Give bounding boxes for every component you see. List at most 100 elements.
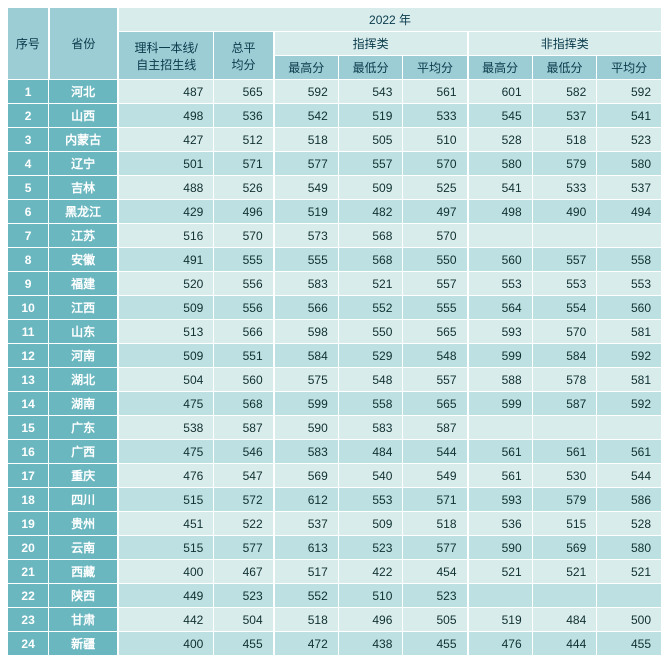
cell-province: 河北 xyxy=(49,80,118,104)
cell-noncmd-avg: 560 xyxy=(597,296,662,320)
cell-sci-line: 429 xyxy=(118,200,214,224)
cell-idx: 13 xyxy=(8,368,49,392)
cell-sci-line: 475 xyxy=(118,440,214,464)
cell-noncmd-min: 554 xyxy=(532,296,597,320)
cell-sci-line: 513 xyxy=(118,320,214,344)
cell-province: 新疆 xyxy=(49,632,118,656)
table-row: 12河南509551584529548599584592 xyxy=(8,344,662,368)
cell-province: 黑龙江 xyxy=(49,200,118,224)
cell-noncmd-min: 579 xyxy=(532,152,597,176)
cell-idx: 22 xyxy=(8,584,49,608)
cell-total-avg: 555 xyxy=(214,248,274,272)
cell-cmd-avg: 561 xyxy=(403,80,468,104)
cell-total-avg: 572 xyxy=(214,488,274,512)
cell-noncmd-min: 515 xyxy=(532,512,597,536)
cell-noncmd-max: 536 xyxy=(468,512,533,536)
cell-total-avg: 496 xyxy=(214,200,274,224)
cell-total-avg: 504 xyxy=(214,608,274,632)
cell-noncmd-avg: 455 xyxy=(597,632,662,656)
cell-noncmd-min: 553 xyxy=(532,272,597,296)
cell-province: 山西 xyxy=(49,104,118,128)
cell-noncmd-avg: 586 xyxy=(597,488,662,512)
cell-noncmd-max: 541 xyxy=(468,176,533,200)
cell-province: 江西 xyxy=(49,296,118,320)
cell-idx: 14 xyxy=(8,392,49,416)
cell-noncmd-min: 490 xyxy=(532,200,597,224)
cell-total-avg: 526 xyxy=(214,176,274,200)
cell-province: 吉林 xyxy=(49,176,118,200)
cell-noncmd-max: 593 xyxy=(468,488,533,512)
cell-noncmd-min: 518 xyxy=(532,128,597,152)
cell-cmd-max: 577 xyxy=(274,152,339,176)
cell-cmd-avg: 577 xyxy=(403,536,468,560)
cell-idx: 20 xyxy=(8,536,49,560)
cell-total-avg: 565 xyxy=(214,80,274,104)
cell-noncmd-min: 484 xyxy=(532,608,597,632)
cell-cmd-max: 566 xyxy=(274,296,339,320)
cell-cmd-min: 509 xyxy=(338,512,403,536)
cell-cmd-avg: 548 xyxy=(403,344,468,368)
cell-noncmd-max: 561 xyxy=(468,464,533,488)
cell-cmd-avg: 525 xyxy=(403,176,468,200)
cell-total-avg: 577 xyxy=(214,536,274,560)
cell-total-avg: 551 xyxy=(214,344,274,368)
cell-cmd-max: 584 xyxy=(274,344,339,368)
cell-idx: 21 xyxy=(8,560,49,584)
cell-sci-line: 491 xyxy=(118,248,214,272)
col-group-cmd: 指挥类 xyxy=(274,32,468,56)
cell-idx: 16 xyxy=(8,440,49,464)
cell-cmd-max: 518 xyxy=(274,128,339,152)
cell-total-avg: 568 xyxy=(214,392,274,416)
cell-cmd-avg: 544 xyxy=(403,440,468,464)
cell-province: 江苏 xyxy=(49,224,118,248)
cell-sci-line: 451 xyxy=(118,512,214,536)
cell-total-avg: 547 xyxy=(214,464,274,488)
cell-cmd-max: 592 xyxy=(274,80,339,104)
cell-noncmd-avg: 592 xyxy=(597,344,662,368)
cell-cmd-avg: 518 xyxy=(403,512,468,536)
table-row: 17重庆476547569540549561530544 xyxy=(8,464,662,488)
cell-cmd-min: 509 xyxy=(338,176,403,200)
cell-cmd-max: 517 xyxy=(274,560,339,584)
cell-cmd-avg: 571 xyxy=(403,488,468,512)
cell-total-avg: 546 xyxy=(214,440,274,464)
cell-noncmd-avg: 592 xyxy=(597,392,662,416)
table-row: 5吉林488526549509525541533537 xyxy=(8,176,662,200)
col-cmd-avg: 平均分 xyxy=(403,56,468,80)
cell-province: 辽宁 xyxy=(49,152,118,176)
cell-noncmd-max: 476 xyxy=(468,632,533,656)
cell-noncmd-avg: 580 xyxy=(597,152,662,176)
cell-sci-line: 449 xyxy=(118,584,214,608)
cell-idx: 18 xyxy=(8,488,49,512)
cell-noncmd-avg: 521 xyxy=(597,560,662,584)
cell-noncmd-min: 521 xyxy=(532,560,597,584)
table-row: 13湖北504560575548557588578581 xyxy=(8,368,662,392)
cell-province: 四川 xyxy=(49,488,118,512)
cell-noncmd-min xyxy=(532,416,597,440)
cell-cmd-avg: 455 xyxy=(403,632,468,656)
cell-cmd-min: 540 xyxy=(338,464,403,488)
cell-cmd-min: 496 xyxy=(338,608,403,632)
cell-noncmd-max: 588 xyxy=(468,368,533,392)
table-row: 9福建520556583521557553553553 xyxy=(8,272,662,296)
cell-total-avg: 560 xyxy=(214,368,274,392)
cell-noncmd-max: 519 xyxy=(468,608,533,632)
cell-noncmd-min: 587 xyxy=(532,392,597,416)
cell-province: 贵州 xyxy=(49,512,118,536)
cell-noncmd-avg: 558 xyxy=(597,248,662,272)
cell-idx: 17 xyxy=(8,464,49,488)
cell-idx: 7 xyxy=(8,224,49,248)
cell-cmd-avg: 510 xyxy=(403,128,468,152)
table-row: 1河北487565592543561601582592 xyxy=(8,80,662,104)
cell-province: 山东 xyxy=(49,320,118,344)
cell-cmd-max: 472 xyxy=(274,632,339,656)
cell-idx: 11 xyxy=(8,320,49,344)
cell-sci-line: 427 xyxy=(118,128,214,152)
cell-idx: 10 xyxy=(8,296,49,320)
cell-noncmd-max: 599 xyxy=(468,344,533,368)
cell-sci-line: 515 xyxy=(118,488,214,512)
cell-cmd-max: 519 xyxy=(274,200,339,224)
cell-noncmd-max xyxy=(468,584,533,608)
cell-cmd-min: 548 xyxy=(338,368,403,392)
cell-idx: 19 xyxy=(8,512,49,536)
